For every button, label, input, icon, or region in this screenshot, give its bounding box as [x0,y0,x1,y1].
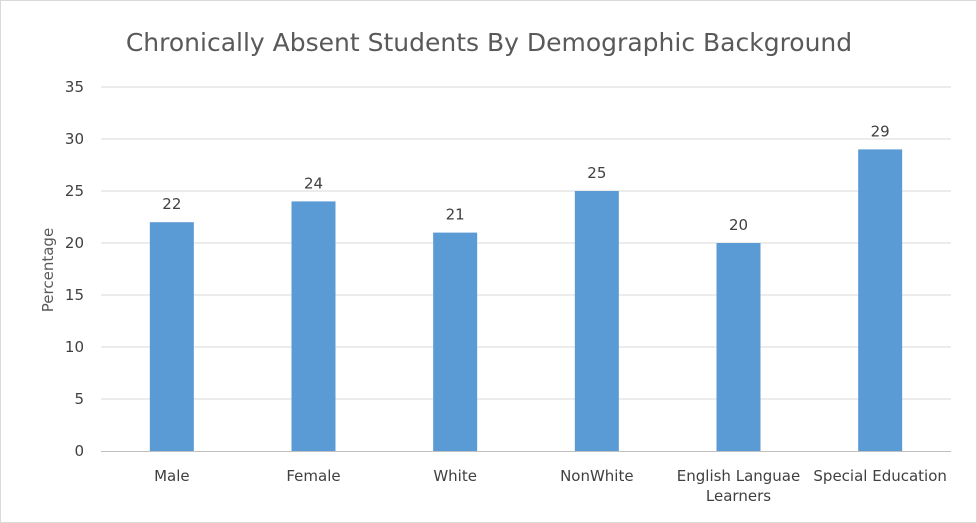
data-labels: 22 24 21 25 20 29 [162,122,889,234]
y-tick-label: 30 [65,130,84,148]
data-label: 25 [587,164,606,182]
data-label: 20 [729,216,748,234]
y-tick-label: 15 [65,286,84,304]
bar [149,222,194,451]
bar [716,243,761,451]
bar [433,232,478,451]
bar [291,201,336,451]
x-axis-labels: Male Female White NonWhite English Languae Le… [154,467,947,505]
y-axis-title: Percentage [39,228,57,312]
x-tick-label: Special Education [813,467,947,485]
y-tick-label: 20 [65,234,84,252]
bar [574,191,619,451]
x-tick-label: White [433,467,477,485]
chart-title: Chronically Absent Students By Demograph… [126,28,852,57]
gridlines [101,86,951,400]
y-axis-ticks: 0 5 10 15 20 25 30 35 [65,78,84,460]
data-label: 22 [162,195,181,213]
bars [149,149,903,451]
x-tick-label: Female [286,467,340,485]
bar [858,149,903,451]
y-tick-label: 10 [65,338,84,356]
y-tick-label: 25 [65,182,84,200]
y-tick-label: 35 [65,78,84,96]
y-tick-label: 0 [74,442,84,460]
y-tick-label: 5 [74,390,84,408]
x-tick-label: English Languae [677,467,800,485]
x-tick-label: NonWhite [560,467,634,485]
data-label: 29 [871,122,890,140]
x-tick-label: Learners [706,487,771,505]
data-label: 21 [446,206,465,224]
x-tick-label: Male [154,467,190,485]
data-label: 24 [304,174,323,192]
